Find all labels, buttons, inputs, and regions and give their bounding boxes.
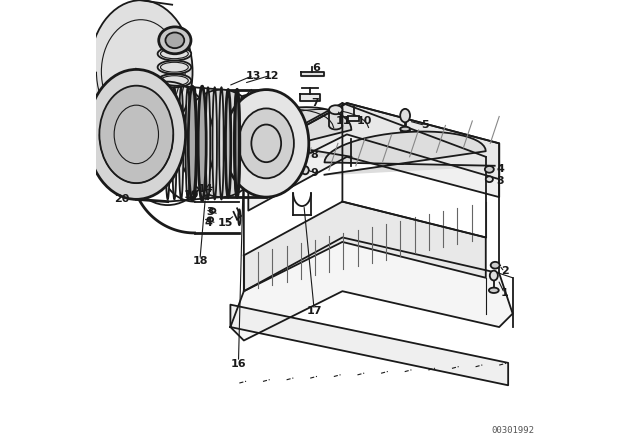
Polygon shape [300,94,320,101]
Ellipse shape [165,87,170,199]
Ellipse shape [224,90,309,197]
Text: 5: 5 [422,121,429,130]
Text: 20: 20 [115,194,130,204]
Polygon shape [301,72,324,76]
Polygon shape [244,107,351,157]
Ellipse shape [239,108,294,178]
Ellipse shape [209,208,216,213]
Text: 8: 8 [311,150,319,159]
Ellipse shape [485,166,494,173]
Ellipse shape [186,87,190,199]
Text: 9: 9 [310,168,319,178]
Text: 15: 15 [218,218,233,228]
Ellipse shape [490,271,498,280]
Ellipse shape [400,109,410,122]
Ellipse shape [157,60,191,74]
Polygon shape [230,305,508,385]
Text: 4: 4 [204,218,212,228]
Ellipse shape [157,47,191,60]
Ellipse shape [89,0,193,143]
Text: 7: 7 [311,98,319,108]
Text: 3: 3 [496,176,504,185]
Ellipse shape [212,87,217,199]
Text: 10: 10 [356,116,372,126]
Ellipse shape [491,262,500,269]
Ellipse shape [207,217,213,222]
Ellipse shape [165,33,184,48]
Ellipse shape [203,190,209,195]
Ellipse shape [225,90,231,197]
Ellipse shape [179,90,264,197]
Polygon shape [324,132,495,175]
Ellipse shape [198,86,206,200]
Ellipse shape [193,87,197,199]
Ellipse shape [188,86,196,200]
Polygon shape [248,103,499,211]
Ellipse shape [199,87,204,199]
Text: 19: 19 [184,190,199,200]
Polygon shape [230,237,513,340]
Ellipse shape [159,27,191,54]
Text: 00301992: 00301992 [491,426,534,435]
Ellipse shape [489,288,499,293]
Text: 2: 2 [500,266,508,276]
Ellipse shape [179,87,184,199]
Ellipse shape [172,87,177,199]
Ellipse shape [206,87,210,199]
Text: 18: 18 [193,256,208,266]
Ellipse shape [87,69,186,199]
Text: 3: 3 [207,207,214,217]
Text: 16: 16 [231,359,247,369]
Text: 14: 14 [198,184,213,194]
Ellipse shape [301,166,309,174]
Text: 17: 17 [307,306,322,316]
Polygon shape [244,202,486,291]
Ellipse shape [241,95,251,102]
Text: 11: 11 [336,116,351,126]
Ellipse shape [301,148,309,156]
Ellipse shape [219,87,224,199]
Ellipse shape [329,105,342,114]
Ellipse shape [235,90,239,197]
Bar [348,116,360,121]
Polygon shape [216,181,224,194]
Polygon shape [248,103,499,184]
Text: 13: 13 [246,71,261,81]
Ellipse shape [99,86,173,183]
Ellipse shape [400,127,410,131]
Ellipse shape [486,177,493,182]
Text: 1: 1 [500,289,508,298]
Text: 4: 4 [496,164,504,174]
Ellipse shape [157,74,191,87]
Text: 12: 12 [264,71,280,81]
Ellipse shape [234,90,240,197]
Text: 6: 6 [312,63,321,73]
